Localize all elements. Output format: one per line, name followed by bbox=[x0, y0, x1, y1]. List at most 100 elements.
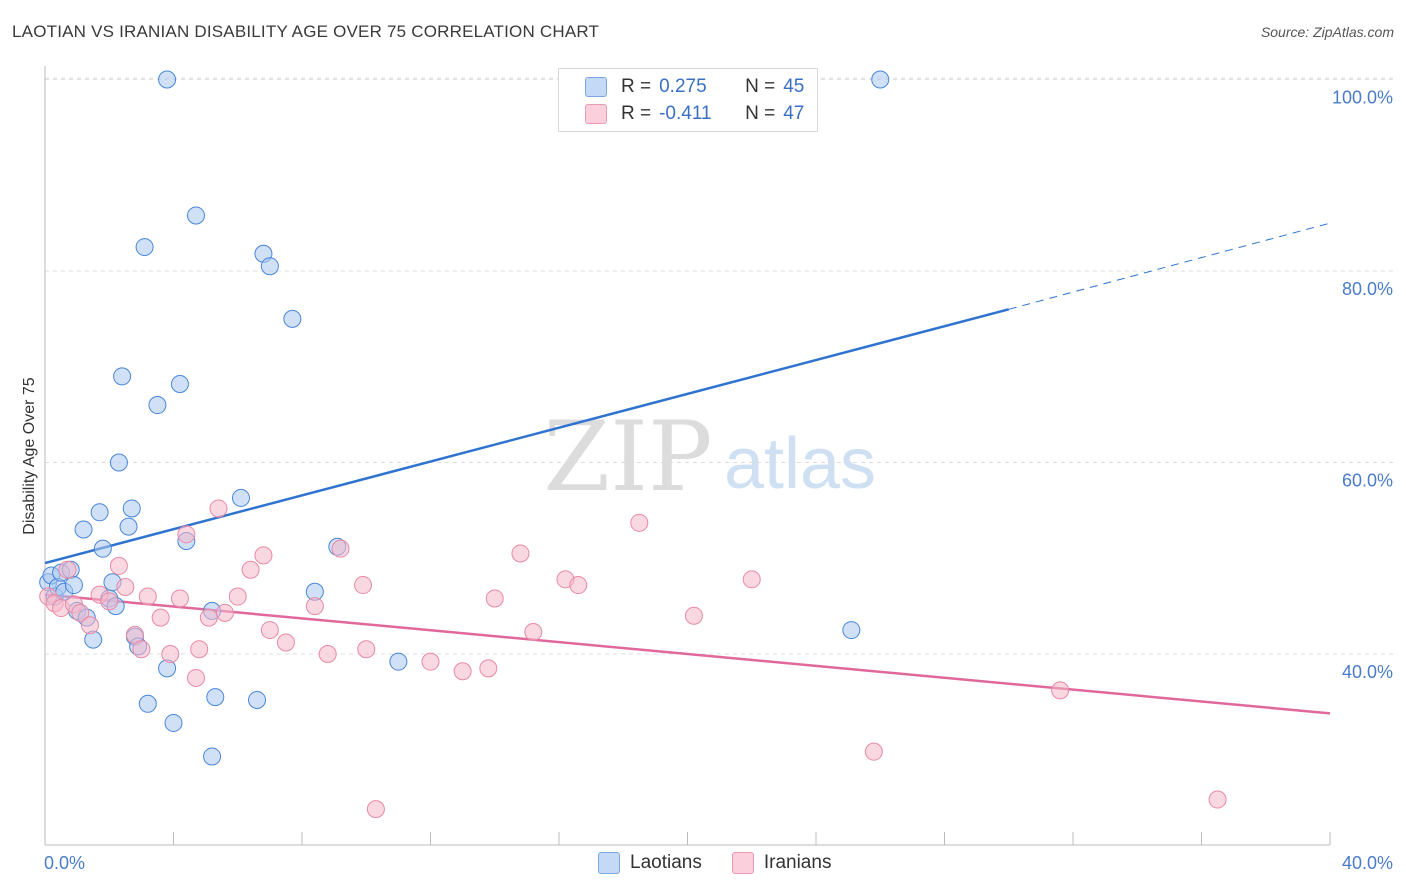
iranians-legend-swatch bbox=[731, 852, 754, 874]
iranians-legend-label: Iranians bbox=[763, 852, 832, 873]
iranians-point bbox=[276, 633, 295, 652]
iranians-point bbox=[479, 659, 498, 678]
laotians-point bbox=[138, 694, 157, 713]
r-label: R = bbox=[621, 103, 652, 124]
iranians-point bbox=[1051, 681, 1070, 700]
legend-item-iranians: Iranians bbox=[731, 852, 832, 874]
iranians-point bbox=[161, 645, 180, 663]
n-label: N = bbox=[745, 103, 776, 124]
laotians-point bbox=[231, 488, 250, 507]
iranians-point bbox=[260, 621, 279, 640]
iranians-swatch bbox=[585, 104, 607, 124]
iranians-point bbox=[742, 570, 761, 589]
laotians-point bbox=[64, 576, 83, 595]
iranians-n-value: 47 bbox=[783, 103, 805, 124]
iranians-point bbox=[524, 622, 543, 641]
laotians-point bbox=[164, 713, 183, 732]
iranians-point bbox=[58, 560, 77, 579]
watermark: ZIP atlas bbox=[543, 401, 876, 513]
iranians-point bbox=[215, 603, 234, 622]
laotians-legend-swatch bbox=[598, 852, 620, 874]
iranians-point bbox=[241, 560, 260, 579]
laotians-point bbox=[203, 747, 222, 766]
laotians-point bbox=[109, 453, 128, 472]
laotians-point bbox=[248, 690, 267, 709]
iranians-point bbox=[254, 546, 273, 565]
laotians-point bbox=[119, 517, 138, 536]
laotians-trend-line bbox=[44, 308, 1010, 565]
y-tick-label: 80.0% bbox=[1342, 279, 1393, 299]
x-tick-label: 40.0% bbox=[1342, 853, 1393, 873]
legend-row-iranians: R = -0.411 N = 47 bbox=[585, 102, 804, 126]
legend-item-laotians: Laotians bbox=[598, 852, 702, 874]
laotians-point bbox=[158, 70, 177, 89]
iranians-point bbox=[199, 608, 218, 627]
iranians-point bbox=[318, 645, 337, 663]
laotians-point bbox=[113, 367, 132, 386]
source-credit: Source: ZipAtlas.com bbox=[1260, 24, 1394, 40]
iranians-point bbox=[1208, 790, 1227, 809]
watermark-zip: ZIP bbox=[543, 401, 712, 513]
iranians-point bbox=[228, 587, 247, 606]
laotians-n-value: 45 bbox=[783, 76, 805, 97]
iranians-point bbox=[684, 606, 703, 625]
r-label: R = bbox=[621, 76, 652, 97]
iranians-point bbox=[151, 608, 170, 627]
iranians-point bbox=[569, 576, 588, 595]
iranians-point bbox=[331, 539, 350, 558]
laotians-swatch bbox=[585, 77, 607, 97]
axes bbox=[44, 66, 1331, 846]
laotians-point bbox=[186, 206, 205, 225]
iranians-point bbox=[357, 640, 376, 659]
laotians-point bbox=[170, 374, 189, 393]
iranians-r-value: -0.411 bbox=[659, 103, 712, 124]
laotians-legend-label: Laotians bbox=[630, 852, 702, 873]
y-axis-label: Disability Age Over 75 bbox=[21, 377, 38, 535]
iranians-point bbox=[71, 603, 90, 622]
laotians-r-value: 0.275 bbox=[659, 76, 707, 97]
iranians-point bbox=[864, 742, 883, 761]
series-legend: Laotians Iranians bbox=[598, 852, 861, 874]
iranians-trend-line bbox=[44, 593, 1331, 715]
laotians-point bbox=[93, 539, 112, 558]
x-tick-label: 0.0% bbox=[44, 853, 85, 873]
iranians-point bbox=[100, 592, 119, 611]
laotians-point bbox=[206, 688, 225, 707]
iranians-point bbox=[109, 556, 128, 575]
iranians-point bbox=[630, 513, 649, 532]
data-points bbox=[39, 70, 1227, 819]
iranians-point bbox=[453, 662, 472, 681]
iranians-point bbox=[138, 587, 157, 606]
iranians-point bbox=[305, 597, 324, 616]
laotians-point bbox=[74, 520, 93, 539]
laotians-point bbox=[122, 499, 141, 518]
laotians-point bbox=[260, 257, 279, 276]
n-label: N = bbox=[745, 76, 776, 97]
iranians-point bbox=[177, 525, 196, 544]
laotians-point bbox=[135, 238, 154, 257]
iranians-point bbox=[421, 652, 440, 671]
iranians-point bbox=[485, 589, 504, 608]
trend-lines bbox=[44, 222, 1331, 715]
y-tick-label: 40.0% bbox=[1342, 662, 1393, 682]
correlation-legend: R = 0.275 N = 45 R = -0.411 N = 47 bbox=[558, 68, 818, 132]
laotians-point bbox=[148, 396, 167, 415]
iranians-point bbox=[116, 577, 135, 596]
iranians-point bbox=[132, 640, 151, 659]
laotians-point bbox=[283, 309, 302, 328]
laotians-point bbox=[871, 70, 890, 89]
iranians-point bbox=[170, 589, 189, 608]
laotians-trend-extension bbox=[1008, 222, 1331, 310]
iranians-point bbox=[80, 616, 99, 635]
iranians-point bbox=[186, 668, 205, 687]
axis-labels: 40.0% 60.0% 80.0% 100.0% 0.0% 40.0% Disability… bbox=[21, 88, 1393, 874]
y-tick-label: 60.0% bbox=[1342, 471, 1393, 491]
y-tick-label: 100.0% bbox=[1332, 88, 1393, 108]
iranians-point bbox=[354, 576, 373, 595]
iranians-point bbox=[366, 800, 385, 819]
iranians-point bbox=[209, 499, 228, 518]
iranians-point bbox=[190, 640, 209, 659]
watermark-atlas: atlas bbox=[724, 424, 876, 504]
chart-title: LAOTIAN VS IRANIAN DISABILITY AGE OVER 7… bbox=[12, 22, 600, 41]
